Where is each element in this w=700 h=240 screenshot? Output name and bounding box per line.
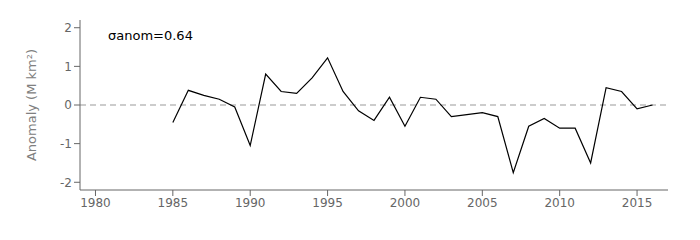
svg-text:1985: 1985 xyxy=(158,196,189,210)
svg-text:-1: -1 xyxy=(60,137,72,151)
svg-text:2000: 2000 xyxy=(390,196,421,210)
svg-text:Anomaly (M km²): Anomaly (M km²) xyxy=(24,49,39,161)
svg-text:2: 2 xyxy=(64,21,72,35)
svg-text:-2: -2 xyxy=(60,176,72,190)
svg-text:1980: 1980 xyxy=(80,196,111,210)
svg-text:2005: 2005 xyxy=(467,196,498,210)
svg-text:1990: 1990 xyxy=(235,196,266,210)
svg-text:1: 1 xyxy=(64,60,72,74)
svg-text:2010: 2010 xyxy=(544,196,575,210)
svg-text:2015: 2015 xyxy=(622,196,653,210)
svg-text:0: 0 xyxy=(64,98,72,112)
html-text:σanom=0.64: σanom=0.64 xyxy=(108,28,193,43)
svg-text:1995: 1995 xyxy=(312,196,343,210)
